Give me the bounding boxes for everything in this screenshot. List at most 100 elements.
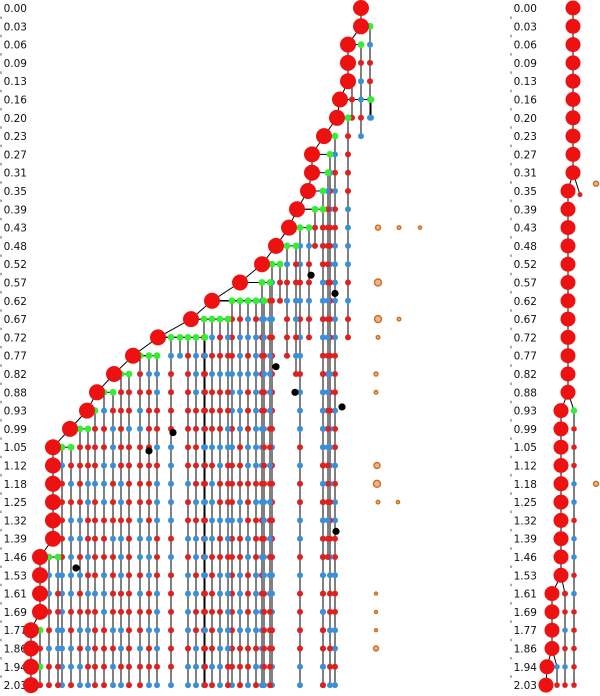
blue-cell-node bbox=[68, 517, 74, 524]
red-cell-node bbox=[154, 663, 160, 670]
red-cell-node bbox=[245, 407, 251, 414]
red-cell-node bbox=[332, 554, 338, 560]
red-cell-node bbox=[297, 554, 303, 560]
blue-cell-node bbox=[225, 444, 231, 451]
blue-cell-node bbox=[253, 334, 259, 341]
orange-marker bbox=[373, 278, 383, 287]
red-cell-node bbox=[267, 334, 273, 341]
blue-cell-node bbox=[55, 645, 61, 652]
green-branch-node bbox=[296, 224, 304, 232]
red-cell-node bbox=[193, 627, 199, 634]
red-cell-node bbox=[202, 389, 208, 396]
red-cell-node bbox=[126, 554, 132, 560]
red-cell-node bbox=[92, 608, 98, 615]
right-axis-tick-label: 0.06 bbox=[514, 40, 538, 52]
blue-cell-node bbox=[217, 462, 223, 469]
blue-cell-node bbox=[237, 608, 243, 615]
red-cell-node bbox=[237, 535, 243, 542]
blue-cell-node bbox=[345, 206, 351, 213]
red-cell-node bbox=[327, 645, 333, 652]
red-cell-node bbox=[126, 444, 132, 451]
red-cell-node bbox=[325, 206, 331, 213]
red-cell-node bbox=[137, 480, 143, 487]
left-axis-tick-label: 1.53 bbox=[4, 570, 27, 582]
blue-cell-node bbox=[320, 608, 326, 615]
red-cell-node bbox=[68, 627, 74, 634]
blue-cell-node bbox=[101, 407, 107, 414]
green-branch-node bbox=[125, 370, 133, 378]
lineage-node bbox=[45, 512, 61, 529]
red-cell-node bbox=[306, 279, 312, 286]
blue-cell-node bbox=[297, 517, 303, 524]
red-cell-node bbox=[217, 499, 223, 506]
red-cell-node bbox=[202, 608, 208, 615]
red-cell-node bbox=[185, 407, 191, 414]
red-cell-node bbox=[332, 352, 338, 359]
lineage-node bbox=[23, 622, 39, 639]
blue-cell-node bbox=[293, 297, 299, 304]
blue-cell-node bbox=[261, 572, 267, 579]
green-branch-node bbox=[326, 151, 334, 158]
blue-cell-node bbox=[118, 572, 124, 579]
red-cell-node bbox=[237, 316, 243, 323]
red-cell-node bbox=[332, 480, 338, 487]
red-cell-node bbox=[225, 389, 231, 396]
blue-cell-node bbox=[46, 645, 52, 652]
red-cell-node bbox=[237, 554, 243, 560]
lineage-node bbox=[289, 201, 305, 218]
tree-edges bbox=[30, 8, 581, 686]
green-branch-node bbox=[319, 187, 327, 195]
blue-cell-node bbox=[332, 316, 338, 323]
blue-cell-node bbox=[118, 645, 124, 652]
blue-cell-node bbox=[168, 554, 174, 560]
red-cell-node bbox=[261, 407, 267, 414]
right-axis-tick-label: 1.18 bbox=[514, 479, 537, 491]
lineage-node bbox=[254, 256, 270, 273]
lineage-node bbox=[353, 0, 369, 16]
blue-cell-node bbox=[327, 682, 333, 689]
red-cell-node bbox=[320, 554, 326, 560]
red-cell-node bbox=[297, 444, 303, 451]
red-cell-node bbox=[225, 462, 231, 469]
blue-cell-node bbox=[154, 389, 160, 396]
red-cell-node bbox=[137, 682, 143, 689]
green-branch-node bbox=[176, 334, 184, 341]
orange-marker bbox=[374, 224, 382, 231]
blue-cell-node bbox=[571, 554, 577, 560]
blue-cell-node bbox=[261, 371, 267, 377]
blue-cell-node bbox=[68, 590, 74, 597]
blue-cell-node bbox=[297, 425, 303, 432]
blue-cell-node bbox=[85, 480, 91, 487]
red-cell-node bbox=[154, 572, 160, 579]
red-cell-node bbox=[306, 334, 312, 341]
blue-cell-node bbox=[327, 572, 333, 579]
red-cell-node bbox=[209, 590, 215, 597]
blue-cell-node bbox=[261, 316, 267, 323]
red-cell-node bbox=[367, 59, 373, 66]
blue-cell-node bbox=[209, 444, 215, 451]
blue-cell-node bbox=[202, 554, 208, 560]
right-axis-tick-label: 0.27 bbox=[514, 149, 537, 161]
blue-cell-node bbox=[85, 682, 91, 689]
red-cell-node bbox=[101, 627, 107, 634]
red-cell-node bbox=[325, 462, 331, 469]
blue-cell-node bbox=[332, 297, 338, 304]
blue-cell-node bbox=[110, 663, 116, 670]
blue-cell-node bbox=[571, 499, 577, 505]
red-cell-node bbox=[327, 608, 333, 615]
green-branch-node bbox=[228, 297, 236, 305]
red-cell-node bbox=[225, 554, 231, 560]
left-axis-tick-label: 0.20 bbox=[4, 113, 27, 125]
red-cell-node bbox=[118, 608, 124, 615]
right-axis-tick-label: 0.93 bbox=[514, 406, 537, 418]
green-branch-node bbox=[276, 260, 284, 268]
blue-cell-node bbox=[267, 371, 273, 377]
red-cell-node bbox=[217, 480, 223, 487]
green-branch-node bbox=[283, 242, 291, 250]
lineage-node bbox=[565, 146, 581, 162]
blue-cell-node bbox=[332, 242, 338, 249]
red-cell-node bbox=[55, 590, 61, 597]
red-cell-node bbox=[277, 279, 283, 286]
red-cell-node bbox=[345, 334, 351, 341]
left-axis-tick-label: 0.16 bbox=[4, 95, 28, 107]
